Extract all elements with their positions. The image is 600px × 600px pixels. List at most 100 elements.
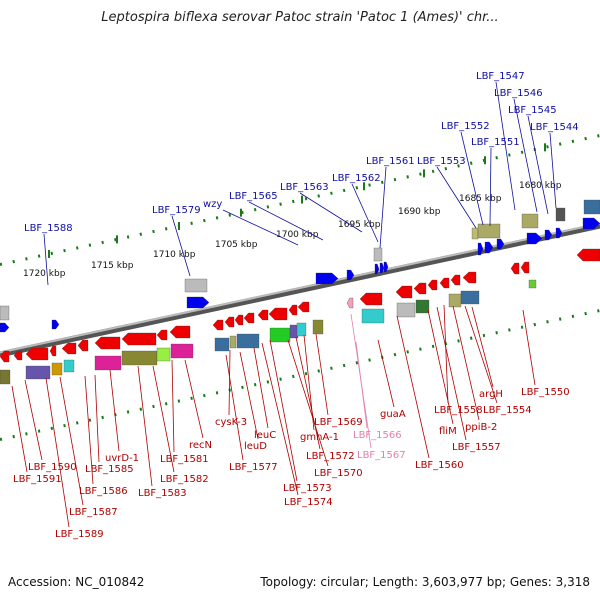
bottom-label-leader bbox=[137, 365, 153, 487]
cog-block bbox=[94, 355, 122, 371]
pseudogene-arrow bbox=[346, 297, 354, 309]
reverse-gene-arrow bbox=[94, 336, 121, 350]
bottom-gene-label: LBF_1573 bbox=[283, 483, 332, 494]
bottom-label-leader bbox=[94, 374, 100, 463]
top-gene-label: LBF_1553 bbox=[417, 156, 466, 167]
bottom-gene-label: LBF_1558 bbox=[434, 405, 483, 416]
bottom-label-leader bbox=[109, 369, 120, 452]
bottom-gene-label: LBF_1554 bbox=[483, 405, 532, 416]
cog-block bbox=[471, 227, 479, 240]
cog-block bbox=[229, 335, 237, 349]
cog-block bbox=[312, 319, 324, 335]
bottom-gene-label: LBF_1557 bbox=[452, 442, 501, 453]
bottom-gene-label: LBF_1583 bbox=[138, 488, 187, 499]
reverse-gene-arrow bbox=[395, 285, 413, 299]
top-label-leader bbox=[379, 166, 387, 249]
top-gene-label: LBF_1565 bbox=[229, 191, 278, 202]
bottom-gene-label: LBF_1569 bbox=[314, 417, 363, 428]
cog-block bbox=[156, 347, 171, 362]
top-label-leader bbox=[222, 209, 299, 246]
bottom-gene-label: LBF_1566 bbox=[353, 430, 402, 441]
top-label-leader bbox=[248, 201, 324, 241]
forward-gene-arrow bbox=[555, 227, 563, 239]
reverse-gene-arrow bbox=[413, 282, 427, 295]
bottom-label-leader bbox=[261, 342, 299, 496]
scale-tick-label: 1690 kbp bbox=[398, 207, 441, 217]
bottom-gene-label: LBF_1585 bbox=[85, 464, 134, 475]
bottom-gene-label: LBF_1577 bbox=[229, 462, 278, 473]
reverse-gene-arrow bbox=[243, 312, 255, 324]
bottom-label-leader bbox=[24, 379, 43, 461]
cog-block bbox=[460, 290, 480, 305]
bottom-gene-label: gmhA-1 bbox=[300, 432, 339, 443]
bottom-label-leader bbox=[225, 354, 244, 461]
bottom-label-leader bbox=[443, 304, 449, 404]
forward-gene-arrow bbox=[346, 269, 355, 281]
cog-color-blocks bbox=[0, 199, 600, 385]
top-gene-label: LBF_1562 bbox=[332, 173, 381, 184]
bottom-label-leader bbox=[295, 336, 321, 450]
reverse-gene-arrow bbox=[25, 347, 49, 361]
forward-gene-arrow bbox=[496, 238, 505, 250]
forward-gene-arrow bbox=[379, 262, 385, 274]
bottom-label-leader bbox=[184, 359, 204, 439]
scale-tick-label: 1705 kbp bbox=[215, 240, 258, 250]
cog-block bbox=[121, 350, 158, 366]
reverse-gene-arrow bbox=[169, 325, 191, 339]
cog-block bbox=[583, 199, 600, 215]
cog-block bbox=[289, 324, 299, 339]
top-gene-label: LBF_1563 bbox=[280, 182, 329, 193]
bottom-gene-label: LBF_1591 bbox=[13, 474, 62, 485]
reverse-gene-arrow bbox=[13, 350, 23, 361]
bottom-label-leader bbox=[171, 359, 175, 453]
bottom-label-leader bbox=[287, 339, 329, 467]
bottom-label-leader bbox=[436, 306, 467, 441]
scale-tick-label: 1695 kbp bbox=[338, 220, 381, 230]
map-title: Leptospira biflexa serovar Patoc strain … bbox=[101, 10, 499, 25]
gene-labels: LBF_1547 LBF_1546 LBF_1545 LBF_1544 LBF_1552… bbox=[13, 71, 579, 540]
scale-ticks: 1720 kbp 1715 kbp 1710 kbp 1705 kbp 1700 kbp… bbox=[23, 143, 562, 279]
bottom-gene-label: recN bbox=[189, 440, 212, 451]
bottom-label-leader bbox=[239, 351, 259, 440]
top-gene-label: LBF_1546 bbox=[494, 88, 543, 99]
reverse-gene-arrow bbox=[61, 342, 77, 355]
cog-block bbox=[528, 279, 537, 289]
bottom-gene-label: fliM bbox=[439, 426, 457, 437]
forward-gene-arrow bbox=[526, 232, 543, 245]
forward-gene-arrow bbox=[186, 296, 210, 309]
bottom-gene-label: LBF_1572 bbox=[306, 451, 355, 462]
bottom-label-leader bbox=[396, 315, 430, 459]
top-label-leader bbox=[513, 98, 538, 213]
bottom-label-leader bbox=[464, 305, 498, 404]
bottom-gene-label: LBF_1590 bbox=[28, 462, 77, 473]
top-gene-label: LBF_1545 bbox=[508, 105, 557, 116]
cog-block bbox=[170, 343, 194, 359]
accession-text: Accession: NC_010842 bbox=[8, 575, 145, 589]
bottom-gene-label: LBF_1586 bbox=[79, 486, 128, 497]
scale-tick-label: 1685 kbp bbox=[459, 194, 502, 204]
bottom-label-leader bbox=[522, 309, 536, 386]
forward-gene-arrow bbox=[582, 217, 600, 230]
forward-gene-arrow bbox=[374, 263, 380, 275]
reverse-gene-arrow bbox=[268, 307, 288, 321]
scale-tick-label: 1680 kbp bbox=[519, 181, 562, 191]
reverse-gene-arrow bbox=[49, 345, 57, 357]
top-label-leader bbox=[351, 183, 379, 243]
reverse-gene-arrow bbox=[224, 316, 235, 328]
top-label-leader bbox=[460, 131, 484, 226]
reverse-gene-arrow bbox=[156, 329, 168, 341]
bottom-gene-label: LBF_1582 bbox=[160, 474, 209, 485]
reverse-gene-arrow bbox=[450, 274, 461, 286]
cog-block bbox=[521, 213, 539, 229]
reverse-gene-arrow bbox=[427, 279, 438, 291]
top-gene-label: LBF_1561 bbox=[366, 156, 415, 167]
forward-gene-arrow bbox=[315, 272, 339, 285]
cog-block bbox=[269, 327, 291, 343]
bottom-gene-label: LBF_1581 bbox=[160, 454, 209, 465]
cog-block bbox=[396, 302, 416, 318]
cog-block bbox=[63, 359, 75, 373]
bottom-label-leader bbox=[269, 339, 298, 482]
forward-gene-arrow bbox=[544, 229, 553, 241]
reverse-gene-arrow bbox=[520, 261, 530, 274]
